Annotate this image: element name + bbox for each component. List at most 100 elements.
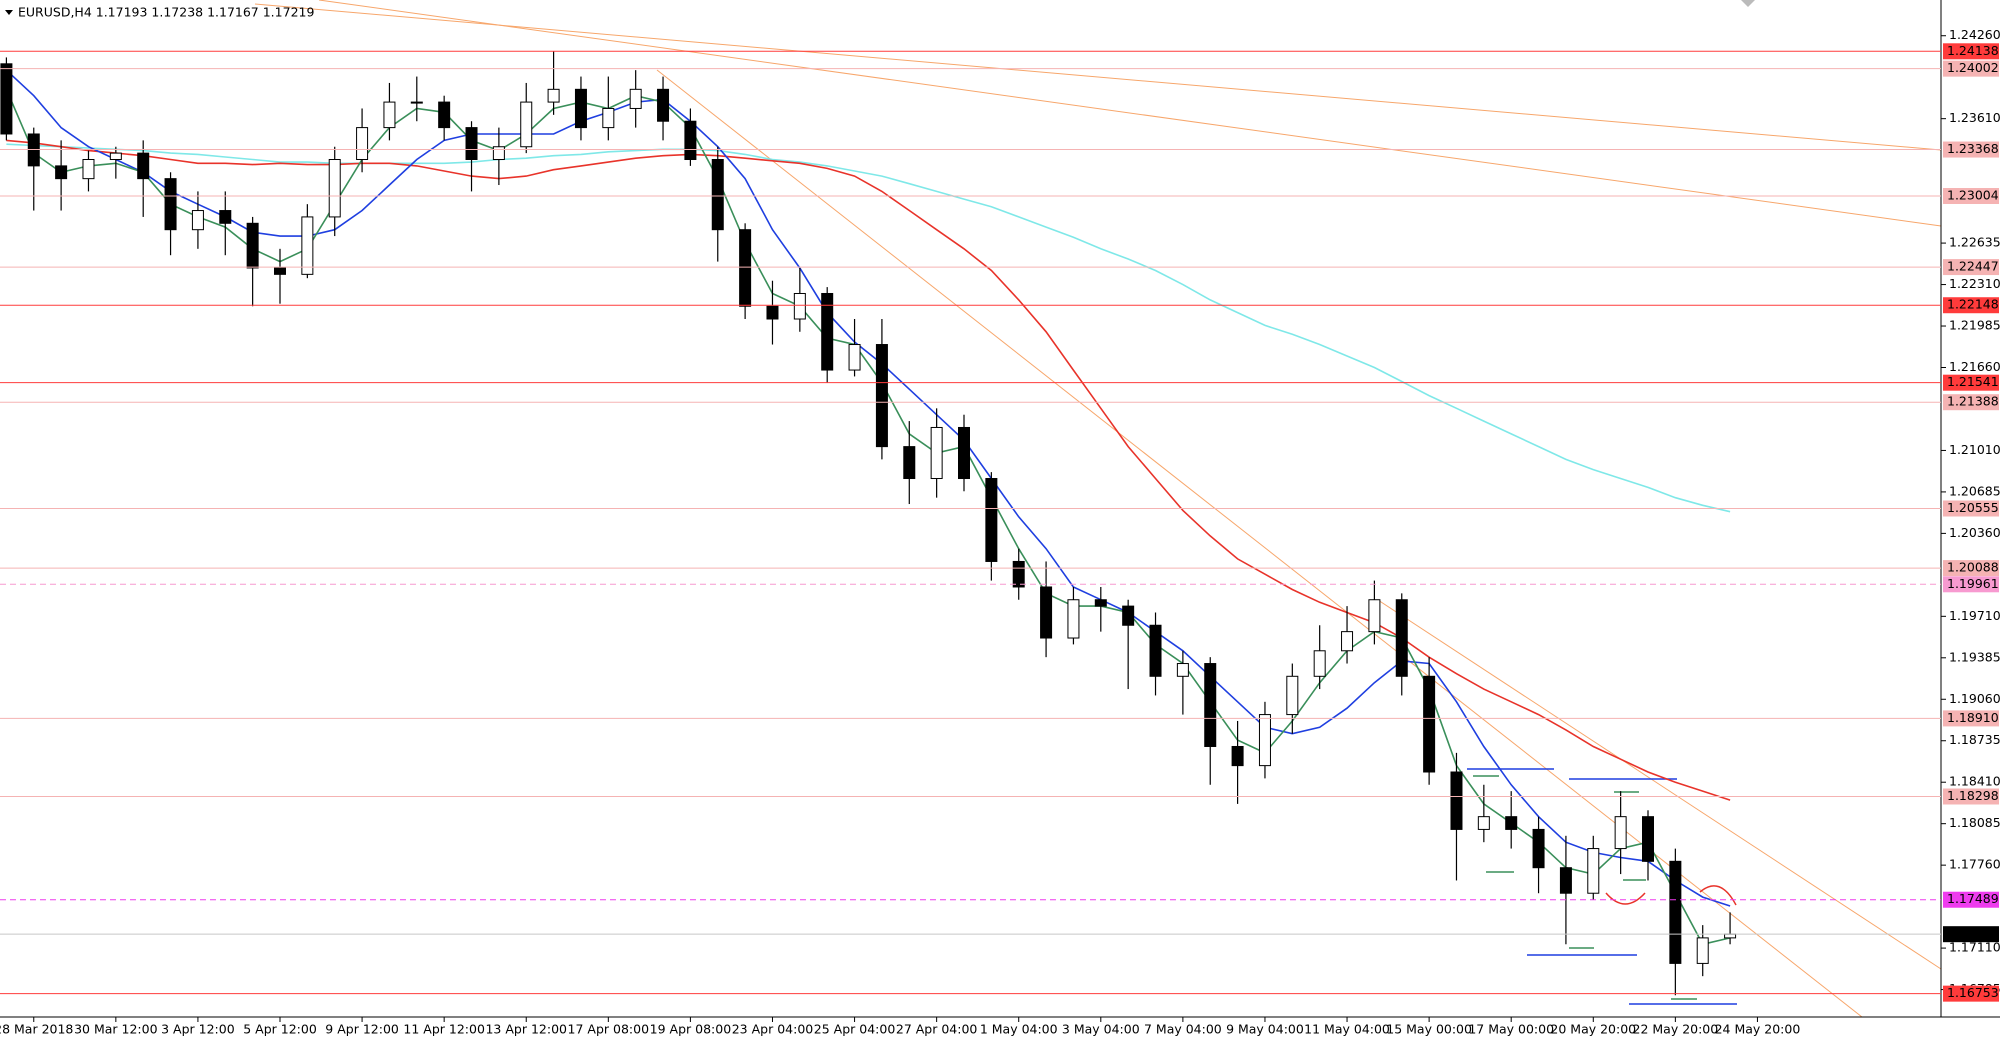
candle-body [547, 88, 560, 103]
x-tick-label: 20 May 20:00 [1550, 1022, 1636, 1037]
candle-body [1231, 745, 1244, 767]
x-tick-label: 9 May 04:00 [1226, 1022, 1304, 1037]
x-tick-label: 30 Mar 12:00 [74, 1022, 158, 1037]
candle-body [1642, 816, 1654, 862]
price-tag [1943, 297, 1999, 314]
candle-body [574, 88, 587, 129]
x-tick-label: 23 Apr 04:00 [732, 1022, 814, 1037]
x-tick-label: 17 Apr 08:00 [568, 1022, 650, 1037]
candle-body [629, 88, 642, 109]
candle-body [1204, 663, 1217, 747]
candle-body [328, 159, 341, 218]
candle-body [1368, 599, 1381, 633]
price-tag [1943, 259, 1999, 276]
y-tick-label: 1.18085 [1949, 815, 2000, 830]
candle-body [492, 146, 505, 161]
y-tick-label: 1.18735 [1949, 732, 2000, 747]
trendline [318, 0, 1942, 227]
arc [1605, 892, 1646, 905]
moving-average [5, 69, 1731, 907]
candle-body [383, 101, 396, 129]
x-tick-label: 22 May 20:00 [1633, 1022, 1719, 1037]
price-tag [1943, 187, 1999, 204]
candle-body [246, 222, 259, 269]
price-tag-label: 1.22447 [1947, 259, 1999, 274]
x-tick-label: 7 May 04:00 [1144, 1022, 1222, 1037]
x-tick-label: 17 May 00:00 [1468, 1022, 1554, 1037]
candle-body [191, 210, 204, 231]
x-tick-label: 28 Mar 2018 [0, 1022, 73, 1037]
candle-body [438, 101, 451, 129]
moving-average [5, 88, 1731, 946]
candle-body [82, 159, 95, 180]
candle-body [1614, 816, 1627, 850]
candle-body [958, 426, 970, 480]
price-tag-label: 1.20555 [1947, 500, 1999, 515]
y-tick-label: 1.19710 [1949, 608, 2000, 623]
y-tick-label: 1.20360 [1949, 525, 2000, 540]
price-tag-label: 1.22148 [1947, 297, 1999, 312]
price-tag-label: 1.23004 [1947, 187, 1999, 202]
y-tick-label: 1.23610 [1949, 110, 2000, 125]
candle-body [1286, 675, 1299, 716]
trendline [656, 69, 1863, 1018]
x-tick-label: 11 Apr 12:00 [403, 1022, 485, 1037]
candle-body [1724, 933, 1737, 939]
candle-body [985, 478, 998, 562]
x-tick-label: 9 Apr 12:00 [325, 1022, 399, 1037]
candle-body [1505, 816, 1518, 830]
candle-body [793, 292, 806, 320]
arc [1699, 885, 1737, 906]
candle-body [1040, 586, 1053, 639]
candle-body [137, 152, 150, 180]
price-tag-label: 1.21541 [1947, 374, 1999, 389]
price-tag-label: 1.19961 [1947, 576, 1999, 591]
candle-body [1176, 663, 1189, 677]
candle-body [520, 101, 533, 148]
price-tag [1943, 710, 1999, 727]
x-tick-label: 5 Apr 12:00 [243, 1022, 317, 1037]
price-tag-label: 1.16753 [1947, 985, 1999, 1000]
candle-body [711, 159, 724, 231]
x-tick-label: 15 May 00:00 [1386, 1022, 1472, 1037]
y-tick-label: 1.22635 [1949, 235, 2000, 250]
candle-body [164, 178, 177, 231]
candle-body [109, 152, 122, 161]
price-tag-label: 1.20088 [1947, 560, 1999, 575]
candle-body [1094, 599, 1107, 607]
price-tag [1943, 926, 1999, 943]
x-tick-label: 3 Apr 12:00 [161, 1022, 235, 1037]
price-tag [1943, 60, 1999, 77]
price-tag-label: 1.24002 [1947, 60, 1999, 75]
x-tick-label: 13 Apr 12:00 [485, 1022, 567, 1037]
candle-body [410, 101, 423, 104]
price-tag-label: 1.18298 [1947, 788, 1999, 803]
x-tick-label: 27 Apr 04:00 [896, 1022, 978, 1037]
price-tag [1943, 985, 1999, 1002]
price-tag [1943, 141, 1999, 158]
price-tag-label: 1.21388 [1947, 394, 1999, 409]
moving-average [6, 139, 1731, 801]
price-tag [1943, 394, 1999, 411]
trendline [254, 3, 1942, 151]
price-tag [1943, 500, 1999, 517]
y-tick-label: 1.21010 [1949, 442, 2000, 457]
candle-body [55, 165, 68, 180]
candle-body [301, 216, 314, 275]
candle-body [875, 344, 888, 448]
candle-body [1559, 867, 1572, 894]
price-tag-label: 1.23368 [1947, 141, 1999, 156]
candle-body [219, 210, 232, 224]
price-tag [1943, 576, 1999, 593]
x-tick-label: 11 May 04:00 [1304, 1022, 1390, 1037]
x-tick-label: 3 May 04:00 [1062, 1022, 1140, 1037]
candle-body [1395, 599, 1408, 677]
candle-body [1587, 848, 1600, 894]
scroll-marker [1741, 0, 1755, 7]
candle-body [356, 127, 369, 161]
candle-body [274, 267, 286, 275]
candle-body [1696, 937, 1709, 964]
candle-body [1012, 560, 1025, 588]
